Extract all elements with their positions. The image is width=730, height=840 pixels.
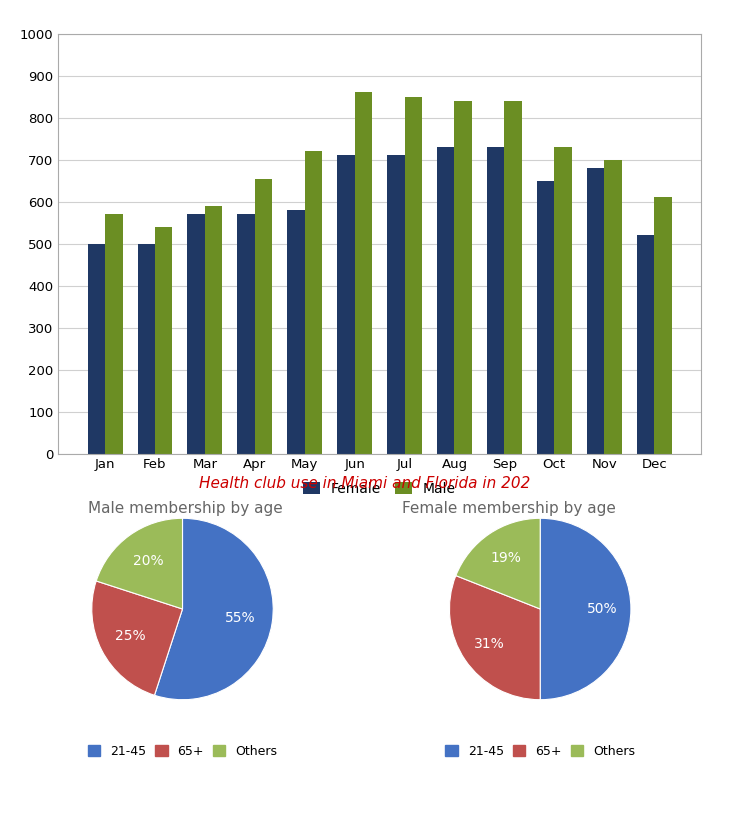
Wedge shape [450, 575, 540, 700]
Bar [337, 155, 355, 454]
Wedge shape [456, 518, 540, 609]
Bar [504, 101, 522, 454]
Text: Male membership by age: Male membership by age [88, 501, 283, 516]
Text: 31%: 31% [474, 637, 504, 651]
Text: 19%: 19% [490, 551, 521, 565]
Wedge shape [96, 518, 182, 609]
Text: 55%: 55% [226, 612, 256, 625]
Legend: Female, Male: Female, Male [298, 476, 461, 501]
Bar [654, 197, 672, 454]
Bar [554, 147, 572, 454]
Bar [604, 160, 622, 454]
Bar [455, 101, 472, 454]
Bar [487, 147, 504, 454]
Text: Female membership by age: Female membership by age [402, 501, 615, 516]
Bar [88, 244, 105, 454]
Wedge shape [540, 518, 631, 700]
Bar [155, 227, 172, 454]
Wedge shape [92, 581, 182, 696]
Bar [404, 97, 422, 454]
Bar [237, 214, 255, 454]
Text: Health club use in Miami and Florida in 202: Health club use in Miami and Florida in … [199, 475, 531, 491]
Wedge shape [155, 518, 273, 700]
Bar [355, 92, 372, 454]
Bar [105, 214, 123, 454]
Bar [437, 147, 455, 454]
Bar [637, 235, 654, 454]
Bar [587, 168, 604, 454]
Bar [387, 155, 404, 454]
Bar [537, 181, 554, 454]
Bar [255, 178, 272, 454]
Legend: 21-45, 65+, Others: 21-45, 65+, Others [82, 740, 283, 763]
Bar [137, 244, 155, 454]
Bar [288, 210, 304, 454]
Bar [304, 151, 322, 454]
Bar [188, 214, 205, 454]
Text: 25%: 25% [115, 629, 145, 643]
Text: 20%: 20% [133, 554, 163, 569]
Legend: 21-45, 65+, Others: 21-45, 65+, Others [440, 740, 640, 763]
Text: 50%: 50% [587, 602, 617, 616]
Bar [205, 206, 223, 454]
